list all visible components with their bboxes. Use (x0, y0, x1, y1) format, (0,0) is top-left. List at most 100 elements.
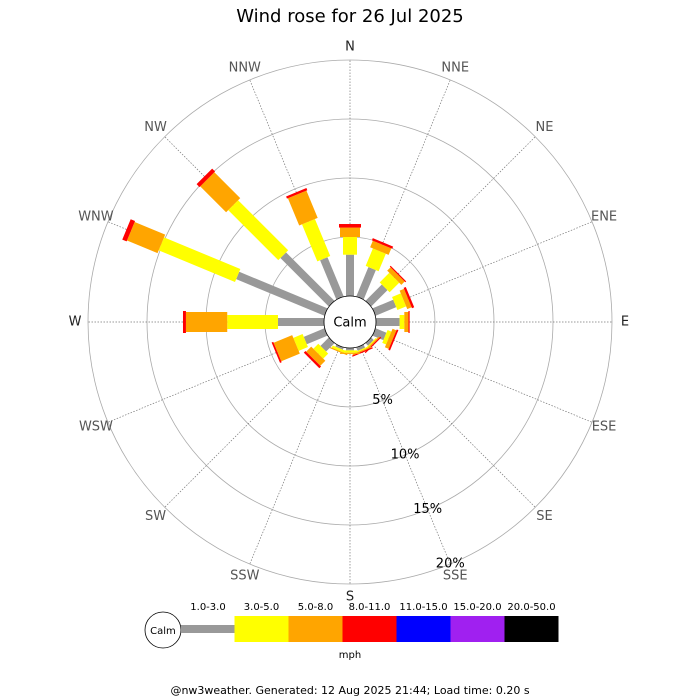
direction-label: SE (536, 509, 552, 524)
legend-label: 3.0-5.0 (244, 602, 279, 613)
bar-segment (340, 352, 360, 354)
bar-segment (352, 347, 373, 357)
bar-segment (365, 337, 377, 349)
spoke (249, 345, 341, 565)
bar-segment (399, 288, 412, 310)
ring-label: 15% (413, 502, 442, 517)
bar-segment (365, 284, 388, 307)
bar-segment (331, 345, 346, 354)
ring-label: 10% (391, 448, 420, 463)
direction-label: NW (144, 120, 167, 135)
bar-segment (343, 350, 357, 353)
bar-segment (280, 252, 335, 307)
bar-segment (287, 190, 318, 226)
legend-label: 1.0-3.0 (190, 602, 225, 613)
spoke (359, 345, 451, 565)
bar-segment (320, 257, 344, 300)
bar-segment (293, 334, 308, 351)
direction-label: S (346, 590, 354, 605)
bar-segment (273, 335, 300, 362)
direction-label: NE (535, 120, 553, 135)
direction-label: SSW (230, 569, 260, 584)
bar-segment (158, 237, 241, 282)
bar-segment (271, 341, 282, 363)
bar-segment (372, 299, 397, 316)
spoke (373, 221, 593, 313)
bar-segment (403, 286, 415, 309)
spoke (368, 340, 536, 508)
bar-segment (313, 343, 329, 359)
bar-segment (340, 227, 360, 237)
bar-segment (346, 254, 354, 296)
bar-segment (182, 311, 186, 333)
direction-label: SSE (443, 569, 468, 584)
direction-label: SW (145, 509, 166, 524)
direction-label: NNW (229, 60, 261, 75)
spoke (164, 340, 332, 508)
bar-segment (356, 344, 365, 351)
bar-segment (382, 329, 392, 345)
legend-label: 5.0-8.0 (298, 602, 333, 613)
ring-label: 5% (372, 393, 393, 408)
ring-label: 20% (436, 557, 465, 572)
bar-segment (404, 312, 409, 332)
bar-segment (196, 168, 216, 188)
bar-segment (122, 219, 136, 242)
bar-segment (376, 318, 400, 326)
bar-segment (370, 240, 392, 255)
ring (87, 59, 613, 585)
direction-label: WNW (78, 209, 114, 224)
bar-segment (354, 346, 369, 354)
bar-segment (365, 248, 386, 272)
bar-segment (200, 172, 241, 213)
bar-segment (306, 346, 326, 366)
bar-segment (335, 344, 344, 350)
direction-label: ESE (592, 420, 617, 435)
bar-segment (185, 312, 228, 332)
legend-label: 20.0-50.0 (507, 602, 555, 613)
direction-label: WSW (79, 420, 113, 435)
bar-segment (328, 346, 348, 356)
bar-segment (365, 337, 374, 346)
bar-segment (379, 272, 400, 293)
bar-segment (127, 221, 166, 254)
legend-swatch (450, 616, 505, 642)
spoke (373, 331, 593, 423)
bar-segment (384, 328, 397, 349)
bar-segment (339, 224, 361, 228)
legend-swatch (234, 616, 289, 642)
bar-segment (408, 311, 410, 333)
legend-swatch (288, 616, 343, 642)
bar-segment (392, 293, 407, 310)
direction-label: N (345, 40, 355, 55)
legend-swatch (396, 616, 451, 642)
bar-segment (228, 200, 289, 261)
bar-segment (389, 265, 407, 283)
bar-segment (356, 267, 376, 300)
bar-segment (387, 267, 405, 285)
bar-segment (371, 238, 394, 249)
footer: @nw3weather. Generated: 12 Aug 2025 21:4… (170, 684, 529, 697)
bar-segment (277, 318, 324, 326)
bar-segment (286, 188, 308, 199)
bar-segment (301, 218, 331, 262)
direction-label: ENE (591, 209, 617, 224)
calm-label: Calm (333, 316, 366, 331)
bar-segment (372, 328, 387, 341)
legend-label: 8.0-11.0 (349, 602, 391, 613)
legend-label: 15.0-20.0 (453, 602, 501, 613)
bar-segment (236, 271, 328, 316)
bar-segment (303, 350, 322, 369)
legend-swatch (181, 625, 235, 633)
legend-calm-label: Calm (150, 626, 176, 637)
bar-segment (320, 337, 335, 352)
direction-label: E (621, 315, 629, 330)
direction-label: NNE (441, 60, 469, 75)
bar-segment (343, 237, 357, 255)
legend-swatch (504, 616, 559, 642)
bar-segment (388, 329, 399, 351)
legend-swatch (342, 616, 397, 642)
direction-label: W (69, 315, 82, 330)
bar-segment (399, 315, 405, 329)
